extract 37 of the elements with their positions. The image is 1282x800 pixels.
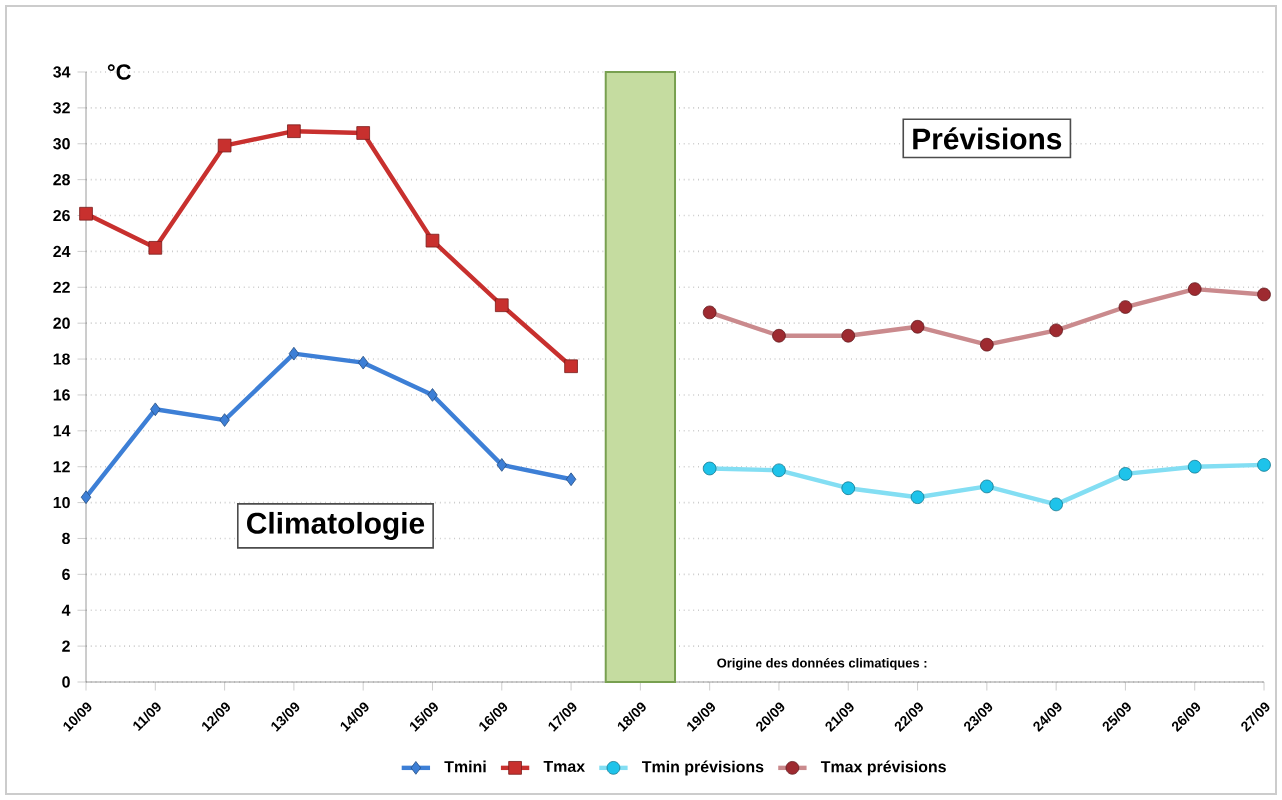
point [494, 298, 509, 313]
point [1187, 459, 1202, 474]
point [287, 124, 301, 138]
annotation: Climatologie [247, 511, 425, 540]
point [910, 490, 925, 504]
annotation: Prévisions [913, 127, 1062, 150]
point [772, 328, 786, 343]
point [564, 359, 578, 374]
point [702, 461, 717, 476]
point [1187, 282, 1202, 296]
point [565, 472, 577, 487]
point [80, 490, 92, 504]
point [1118, 300, 1133, 314]
point [496, 458, 507, 472]
point [841, 328, 856, 343]
point [980, 479, 994, 494]
point [79, 206, 93, 221]
point [219, 413, 230, 427]
point [1257, 287, 1271, 302]
point [288, 346, 300, 361]
point [980, 337, 994, 352]
point [1118, 467, 1133, 481]
point [772, 463, 786, 478]
point [150, 402, 161, 417]
point [148, 241, 163, 255]
point [217, 138, 232, 153]
point [1257, 458, 1271, 472]
point [427, 388, 438, 402]
point [702, 305, 717, 320]
y-axis-title: °C [107, 64, 131, 80]
point [357, 355, 369, 370]
point [1049, 323, 1063, 338]
point [425, 233, 440, 248]
point [910, 319, 925, 334]
point [1049, 497, 1063, 512]
point [841, 481, 856, 496]
point [356, 126, 370, 140]
